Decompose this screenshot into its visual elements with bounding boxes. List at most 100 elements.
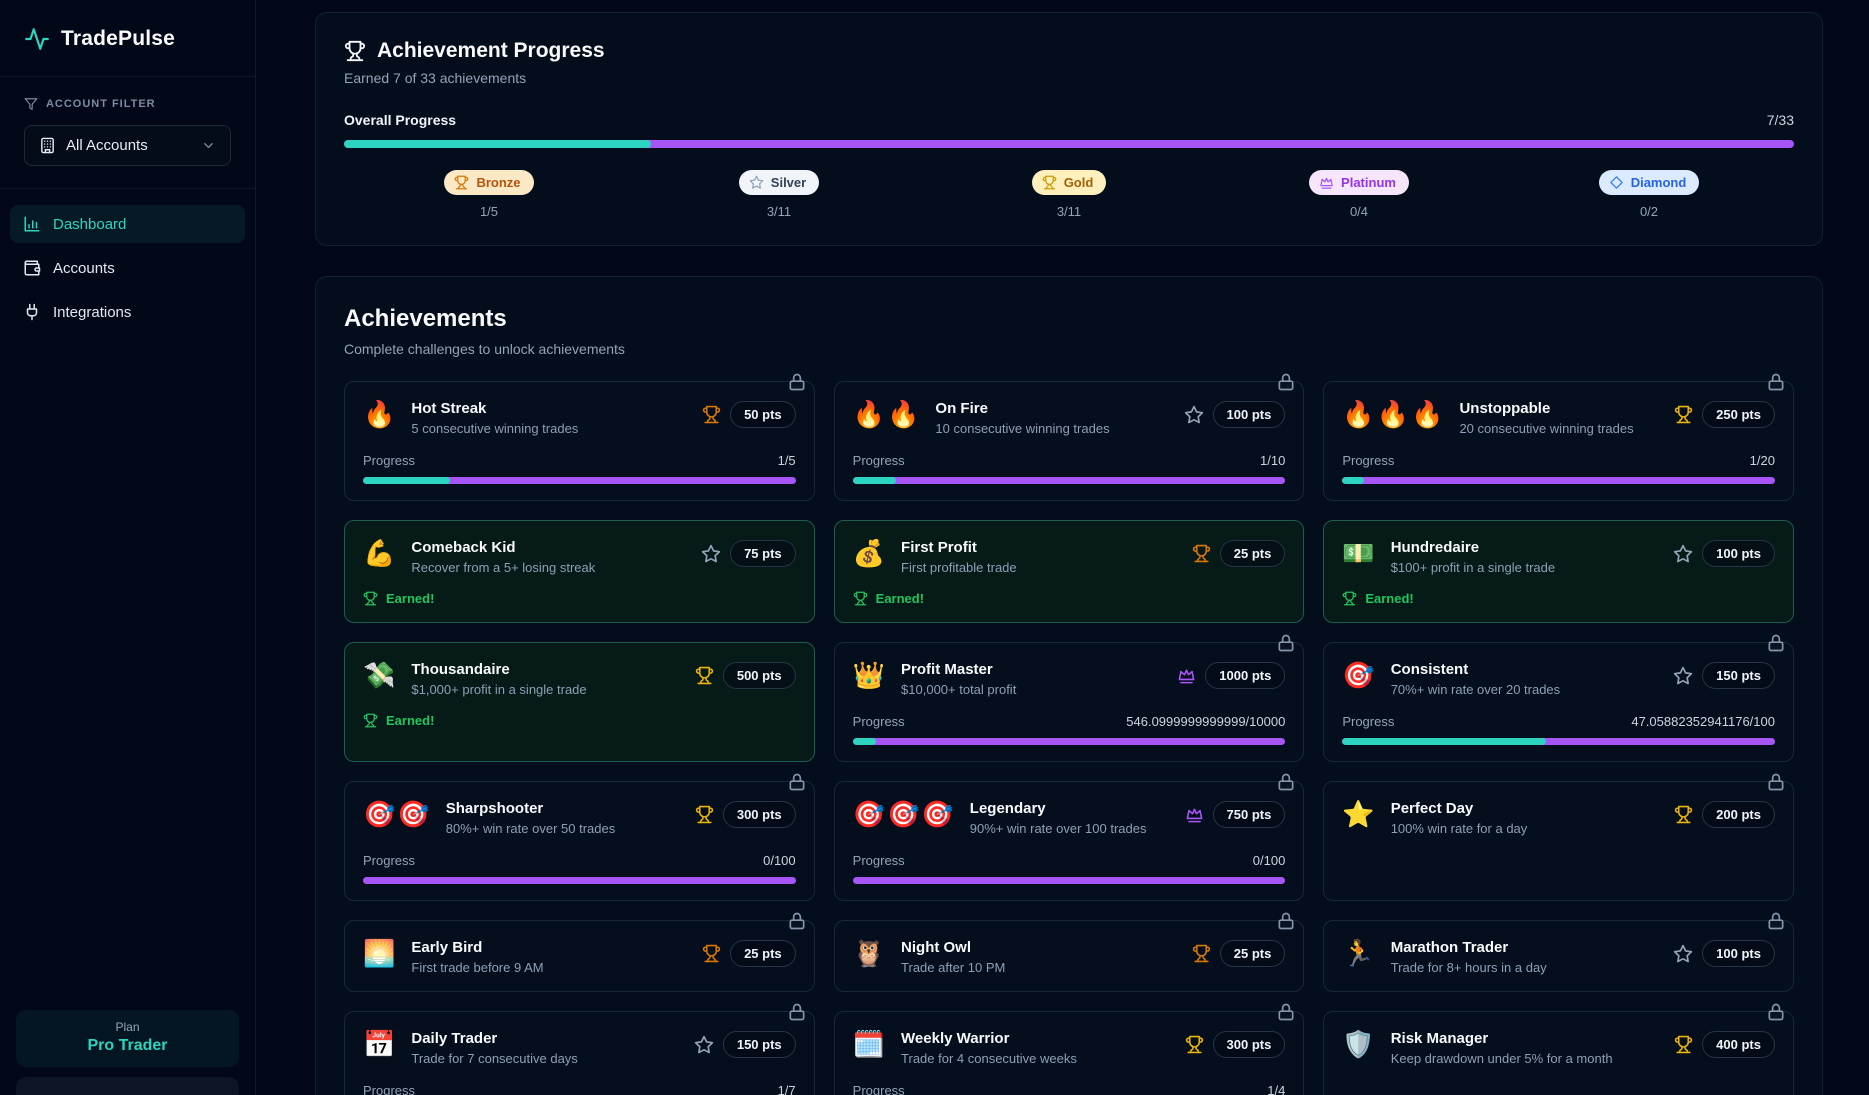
building-icon	[39, 137, 56, 154]
trophy-bronze-icon	[702, 944, 721, 963]
card-header: 🔥🔥On Fire10 consecutive winning trades10…	[853, 399, 1286, 436]
card-right: 25 pts	[702, 938, 796, 967]
points-badge: 100 pts	[1702, 940, 1775, 967]
achievements-panel: Achievements Complete challenges to unlo…	[315, 276, 1823, 1095]
points-badge: 500 pts	[723, 662, 796, 689]
progress-fill	[363, 477, 450, 484]
tier-badges-row: Bronze1/5Silver3/11Gold3/11Platinum0/4Di…	[344, 170, 1794, 219]
earned-indicator: Earned!	[363, 591, 796, 606]
achievement-description: First profitable trade	[901, 560, 1182, 575]
progress-section: Progress1/10	[853, 453, 1286, 484]
points-badge: 200 pts	[1702, 801, 1775, 828]
card-header: 🔥🔥🔥Unstoppable20 consecutive winning tra…	[1342, 399, 1775, 436]
card-header: 🌅Early BirdFirst trade before 9 AM25 pts	[363, 938, 796, 975]
card-header: 🏃Marathon TraderTrade for 8+ hours in a …	[1342, 938, 1775, 975]
progress-bar	[1342, 738, 1775, 745]
achievement-emoji-icon: 🎯	[1342, 660, 1376, 691]
diamond-icon	[1609, 175, 1624, 190]
achievement-emoji-icon: 📅	[363, 1029, 397, 1060]
card-titles: On Fire10 consecutive winning trades	[935, 399, 1173, 436]
card-right: 100 pts	[1673, 938, 1775, 967]
achievement-title: Daily Trader	[411, 1030, 683, 1047]
overall-progress-fill	[344, 140, 651, 148]
points-badge: 50 pts	[730, 401, 796, 428]
trophy-icon	[853, 591, 868, 606]
card-titles: Legendary90%+ win rate over 100 trades	[970, 799, 1175, 836]
trophy-icon	[344, 40, 366, 62]
achievement-description: Keep drawdown under 5% for a month	[1391, 1051, 1664, 1066]
app-name: TradePulse	[61, 27, 175, 51]
achievement-title: Perfect Day	[1391, 800, 1664, 817]
tier-diamond: Diamond0/2	[1504, 170, 1794, 219]
progress-fill	[1342, 477, 1364, 484]
lock-icon	[787, 372, 807, 392]
achievement-title: On Fire	[935, 400, 1173, 417]
progress-label: Progress	[363, 453, 415, 468]
sidebar-item-integrations[interactable]: Integrations	[10, 293, 245, 331]
progress-label: Progress	[853, 714, 905, 729]
achievement-emoji-icon: 💪	[363, 538, 397, 569]
tier-count: 0/2	[1640, 204, 1658, 219]
achievement-card: 👑Profit Master$10,000+ total profit1000 …	[834, 642, 1305, 762]
achievement-emoji-icon: 👑	[853, 660, 887, 691]
achievement-card: 🔥Hot Streak5 consecutive winning trades5…	[344, 381, 815, 501]
card-header: 🔥Hot Streak5 consecutive winning trades5…	[363, 399, 796, 436]
card-header: 💵Hundredaire$100+ profit in a single tra…	[1342, 538, 1775, 575]
trophy-gold-icon	[1185, 1035, 1204, 1054]
card-right: 200 pts	[1674, 799, 1775, 828]
card-header: 💸Thousandaire$1,000+ profit in a single …	[363, 660, 796, 697]
progress-bar	[853, 477, 1286, 484]
achievement-title: Early Bird	[411, 939, 692, 956]
trophy-icon	[454, 175, 469, 190]
card-header: 💪Comeback KidRecover from a 5+ losing st…	[363, 538, 796, 575]
progress-section: Progress1/20	[1342, 453, 1775, 484]
sidebar-bottom-stub	[16, 1077, 239, 1095]
app-logo: TradePulse	[0, 0, 255, 76]
achievement-description: 100% win rate for a day	[1391, 821, 1664, 836]
achievements-title: Achievements	[344, 305, 1794, 333]
achievement-description: Trade after 10 PM	[901, 960, 1182, 975]
lock-icon	[1276, 911, 1296, 931]
sidebar-item-accounts[interactable]: Accounts	[10, 249, 245, 287]
card-titles: Sharpshooter80%+ win rate over 50 trades	[446, 799, 685, 836]
overall-progress-count: 7/33	[1767, 112, 1794, 128]
sidebar-item-dashboard[interactable]: Dashboard	[10, 205, 245, 243]
card-right: 1000 pts	[1177, 660, 1285, 689]
lock-icon	[1276, 1002, 1296, 1022]
points-badge: 25 pts	[730, 940, 796, 967]
tier-name: Platinum	[1341, 175, 1396, 190]
achievement-card: ⭐Perfect Day100% win rate for a day200 p…	[1323, 781, 1794, 901]
tier-badge-platinum: Platinum	[1309, 170, 1409, 195]
achievement-description: $100+ profit in a single trade	[1391, 560, 1663, 575]
points-badge: 250 pts	[1702, 401, 1775, 428]
achievement-title: Night Owl	[901, 939, 1182, 956]
lock-icon	[1766, 911, 1786, 931]
progress-section: Progress0/100	[363, 853, 796, 884]
card-right: 100 pts	[1184, 399, 1286, 428]
points-badge: 300 pts	[1213, 1031, 1286, 1058]
card-right: 300 pts	[1185, 1029, 1286, 1058]
achievement-description: 80%+ win rate over 50 trades	[446, 821, 685, 836]
trophy-gold-icon	[1674, 805, 1693, 824]
tier-count: 3/11	[767, 204, 791, 219]
card-header: ⭐Perfect Day100% win rate for a day200 p…	[1342, 799, 1775, 836]
trophy-bronze-icon	[702, 405, 721, 424]
card-right: 300 pts	[695, 799, 796, 828]
nav-label: Integrations	[53, 304, 131, 321]
achievement-emoji-icon: 🗓️	[853, 1029, 887, 1060]
achievement-card: 💪Comeback KidRecover from a 5+ losing st…	[344, 520, 815, 623]
account-select[interactable]: All Accounts	[24, 125, 231, 166]
card-titles: Hot Streak5 consecutive winning trades	[411, 399, 692, 436]
progress-label: Progress	[363, 1083, 415, 1095]
trophy-gold-icon	[1674, 1035, 1693, 1054]
card-right: 50 pts	[702, 399, 796, 428]
progress-section: Progress1/4	[853, 1083, 1286, 1095]
lock-icon	[787, 911, 807, 931]
achievement-title: Marathon Trader	[1391, 939, 1663, 956]
achievement-card: 🏃Marathon TraderTrade for 8+ hours in a …	[1323, 920, 1794, 992]
achievement-emoji-icon: 💸	[363, 660, 397, 691]
tier-silver: Silver3/11	[634, 170, 924, 219]
account-filter-label: ACCOUNT FILTER	[46, 98, 156, 110]
progress-section: Progress546.0999999999999/10000	[853, 714, 1286, 745]
achievement-title: Legendary	[970, 800, 1175, 817]
